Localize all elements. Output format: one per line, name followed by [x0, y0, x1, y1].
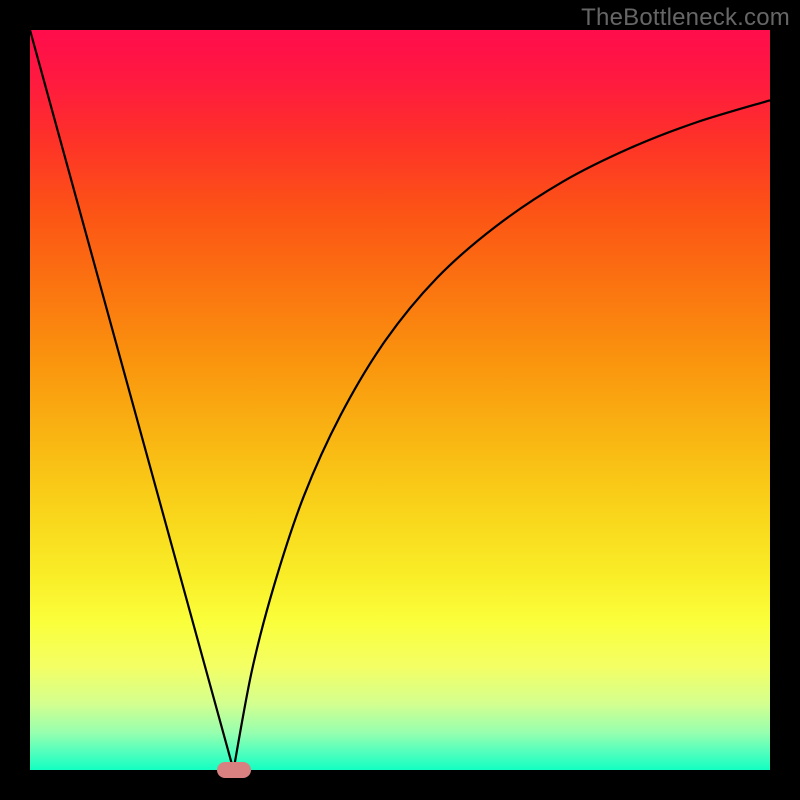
curve-right-branch: [234, 100, 771, 770]
chart-container: TheBottleneck.com: [0, 0, 800, 800]
curve-left-branch: [30, 30, 234, 770]
watermark-text: TheBottleneck.com: [581, 4, 790, 32]
bottleneck-curve: [30, 30, 770, 770]
optimum-marker: [217, 762, 251, 778]
plot-area: [30, 30, 770, 770]
